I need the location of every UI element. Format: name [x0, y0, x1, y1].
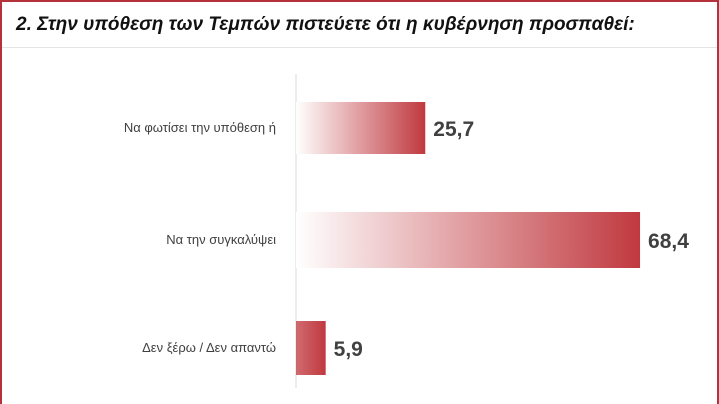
bar-1 — [296, 212, 641, 268]
category-label-1: Να την συγκαλύψει — [166, 232, 276, 247]
bars-group: Να φωτίσει την υπόθεση ή 25,7 Να την συγκα… — [124, 102, 689, 375]
category-label-2: Δεν ξέρω / Δεν απαντώ — [142, 340, 276, 355]
bar-0 — [296, 102, 426, 154]
title-divider — [2, 47, 717, 48]
category-label-0: Να φωτίσει την υπόθεση ή — [124, 120, 276, 135]
value-label-2: 5,9 — [334, 338, 363, 361]
bar-2 — [296, 321, 326, 375]
chart-title: 2. Στην υπόθεση των Τεμπών πιστεύετε ότι… — [16, 14, 635, 35]
value-label-1: 68,4 — [648, 230, 689, 253]
value-label-0: 25,7 — [433, 118, 474, 141]
